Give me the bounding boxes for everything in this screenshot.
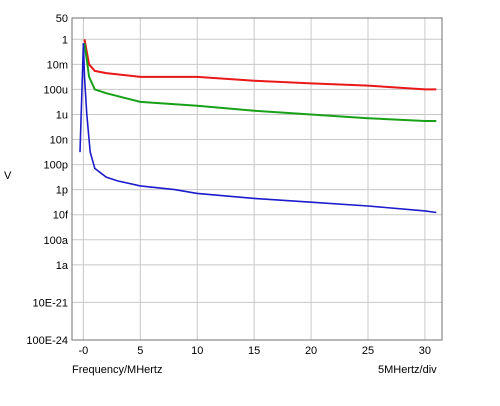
y-tick-label: 100E-24	[26, 335, 68, 347]
y-tick-label: 10E-21	[33, 297, 68, 309]
x-tick-label: 10	[191, 345, 203, 357]
y-tick-label: 100p	[44, 160, 68, 172]
y-tick-label: 100a	[44, 235, 69, 247]
x-tick-label: 5	[137, 345, 143, 357]
x-tick-label: 15	[248, 345, 260, 357]
y-tick-label: 10m	[47, 59, 68, 71]
y-tick-label: 10f	[53, 210, 69, 222]
plot-frame	[71, 17, 443, 341]
y-tick-label: 1	[62, 34, 68, 46]
y-axis-label: V	[4, 170, 12, 182]
y-tick-label: 1u	[56, 109, 68, 121]
y-tick-label: 50	[56, 13, 68, 25]
series	[79, 39, 437, 214]
x-tick-label: 25	[362, 345, 374, 357]
y-tick-label: 100u	[44, 84, 68, 96]
x-tick-label: -0	[78, 345, 88, 357]
axes: 50 1 10m 100u 1u 10n 100p 1p 10f 100a 1a 10E-21 100E…	[26, 13, 443, 357]
grid	[72, 17, 442, 341]
x-tick-label: 20	[305, 345, 317, 357]
y-tick-label: 1a	[56, 260, 69, 272]
series-line-3	[79, 43, 437, 214]
plot-area	[72, 18, 442, 340]
x-scale-label: 5MHertz/div	[378, 364, 437, 376]
y-tick-label: 1p	[56, 185, 68, 197]
y-tick-label: 10n	[50, 135, 68, 147]
series-line-2	[83, 42, 437, 122]
x-axis-label: Frequency/MHertz	[72, 364, 163, 376]
x-tick-label: 30	[419, 345, 431, 357]
series-line-1	[83, 39, 437, 91]
